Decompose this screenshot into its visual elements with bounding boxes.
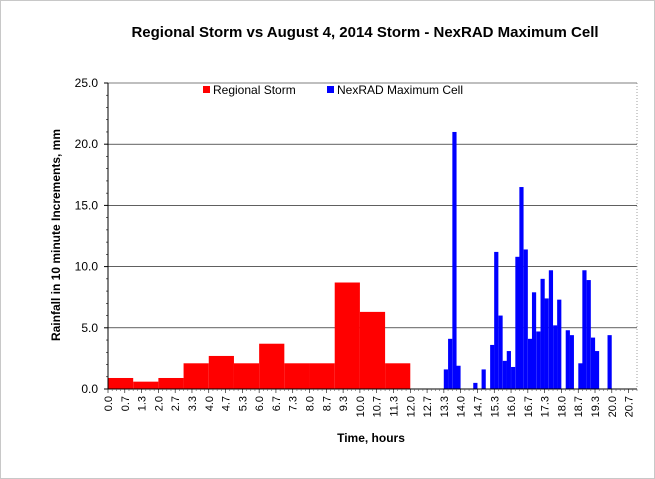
bar-nexrad [511,366,516,389]
bar-nexrad [443,369,448,389]
bar-nexrad [515,256,520,389]
bar-nexrad [490,344,495,389]
bar-nexrad [548,270,554,389]
x-tick-label: 13.3 [439,396,451,417]
x-tick-label: 20.7 [624,396,636,417]
x-tick-label: 10.7 [372,396,384,417]
bar-nexrad [536,331,541,389]
bar-regional [359,311,386,389]
legend: Regional Storm NexRAD Maximum Cell [203,83,463,97]
y-tick-label: 0.0 [81,382,98,396]
y-tick-label: 15.0 [75,198,99,212]
bar-nexrad [569,335,574,389]
x-tick-label: 19.3 [590,396,602,417]
bar-nexrad [578,363,583,389]
bar-regional [385,363,411,389]
bar-regional [183,363,209,389]
x-tick-label: 18.7 [573,396,585,417]
bar-regional [158,377,184,389]
grid [108,82,637,329]
x-tick-label: 2.7 [170,396,182,411]
bar-nexrad [448,338,453,389]
x-tick-label: 2.0 [153,396,165,411]
x-tick-label: 14.0 [456,396,468,417]
y-tick-label: 5.0 [81,321,98,335]
bars [108,131,612,389]
x-tick-label: 4.7 [221,396,233,411]
y-axis-label: Rainfall in 10 minute Increments, mm [49,129,63,341]
x-tick-label: 3.3 [187,396,199,411]
legend-swatch [327,86,334,93]
bar-nexrad [531,292,537,389]
bar-regional [334,282,360,389]
bar-regional [284,363,310,389]
x-tick-label: 1.3 [137,396,149,411]
x-tick-label: 5.3 [237,396,249,411]
bar-nexrad [540,278,545,389]
y-tick-label: 10.0 [75,260,99,274]
bar-nexrad [494,251,499,389]
bar-regional [108,377,134,389]
y-tick-label: 25.0 [75,76,99,90]
bar-nexrad [456,365,461,389]
x-tick-label: 12.0 [405,396,417,417]
x-tick-label: 16.7 [523,396,535,417]
bar-nexrad [523,249,528,389]
bar-nexrad [565,330,570,389]
legend-label: Regional Storm [213,83,296,97]
bar-regional [309,363,335,389]
x-tick-label: 7.3 [288,396,300,411]
bar-nexrad [553,325,558,389]
y-tick-label: 20.0 [75,137,99,151]
bar-regional [259,343,285,389]
y-ticks: 0.0 5.0 10.0 15.0 20.0 25.0 [75,76,108,396]
bar-nexrad [506,351,511,389]
x-tick-label: 17.3 [540,396,552,417]
bar-nexrad [582,270,587,389]
x-tick-label: 6.0 [254,396,266,411]
bar-nexrad [481,369,486,389]
bar-nexrad [519,187,524,389]
bar-regional [208,355,234,389]
chart-title: Regional Storm vs August 4, 2014 Storm -… [131,24,598,41]
bar-nexrad [498,315,503,389]
x-axis-label: Time, hours [337,431,405,445]
legend-label: NexRAD Maximum Cell [337,83,463,97]
x-tick-label: 8.7 [321,396,333,411]
bar-nexrad [502,360,507,389]
x-tick-label: 0.7 [120,396,132,411]
x-tick-label: 12.7 [422,396,434,417]
x-tick-label: 16.0 [506,396,518,417]
x-ticks: 0.0 0.7 1.3 2.0 2.7 3.3 4.0 4.7 5.3 6.0 6.7 7.3 8.0 8… [103,389,638,417]
x-tick-label: 11.3 [388,396,400,417]
x-tick-label: 14.7 [472,396,484,417]
bar-nexrad [527,338,533,389]
x-tick-label: 6.7 [271,396,283,411]
legend-swatch [203,86,210,93]
x-tick-label: 18.0 [556,396,568,417]
bar-nexrad [607,335,612,389]
x-tick-label: 8.0 [305,396,317,411]
bar-nexrad [594,351,600,389]
x-tick-label: 15.3 [489,396,501,417]
bar-nexrad [586,280,591,389]
x-tick-label: 0.0 [103,396,115,411]
x-tick-label: 9.3 [338,396,350,411]
x-tick-label: 10.0 [355,396,367,417]
bar-nexrad [590,337,596,389]
bar-nexrad [544,298,549,389]
bar-regional [133,381,159,389]
x-tick-label: 20.0 [607,396,619,417]
bar-nexrad [452,131,457,389]
bar-regional [233,363,260,389]
bar-nexrad [473,382,478,389]
bar-nexrad [557,299,562,389]
x-tick-label: 4.0 [204,396,216,411]
